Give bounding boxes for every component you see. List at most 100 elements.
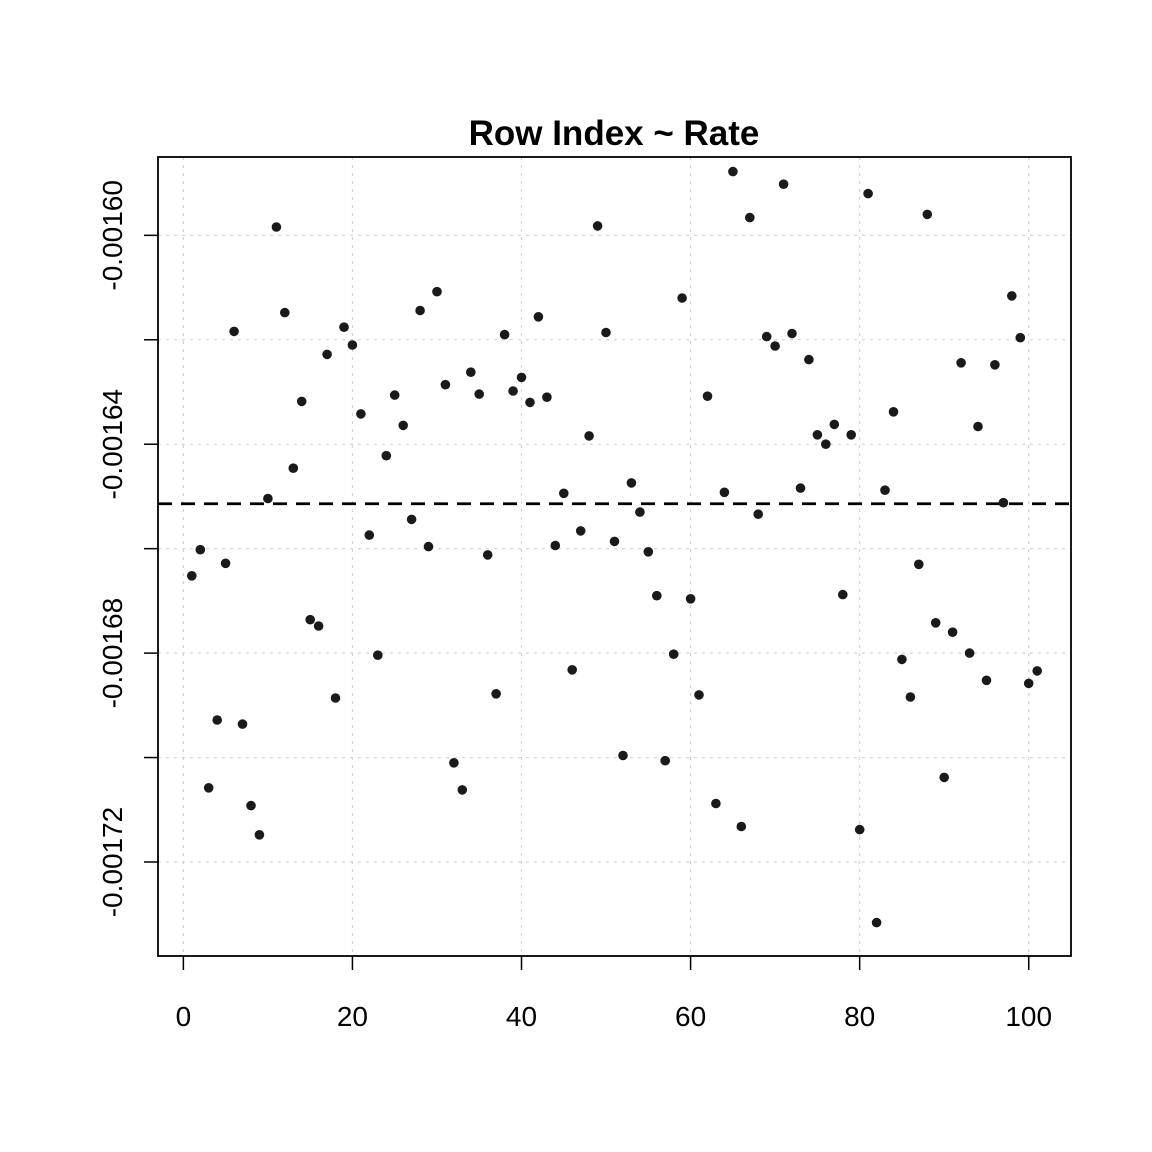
data-point <box>254 830 265 840</box>
x-tick-label: 80 <box>844 1001 875 1032</box>
data-point <box>203 783 214 793</box>
data-point <box>347 340 358 350</box>
data-point <box>897 654 907 665</box>
data-point <box>381 450 392 461</box>
data-point <box>415 305 425 316</box>
data-point <box>635 507 645 517</box>
data-point <box>846 430 856 440</box>
data-point <box>237 719 248 729</box>
data-point <box>533 312 544 322</box>
data-point <box>990 360 1000 370</box>
data-point <box>778 179 789 189</box>
data-point <box>871 917 882 928</box>
data-point <box>187 571 197 581</box>
data-point <box>863 188 873 199</box>
data-point <box>930 618 941 628</box>
data-point <box>761 331 772 342</box>
data-point <box>1023 678 1034 689</box>
data-point <box>643 547 654 557</box>
grid-lines <box>158 157 1071 956</box>
data-point <box>829 419 840 430</box>
data-point <box>313 621 324 631</box>
data-point <box>787 328 797 339</box>
plot-frame <box>157 156 1072 957</box>
data-point <box>373 650 383 660</box>
data-point <box>618 750 628 761</box>
data-point <box>947 627 958 637</box>
data-point <box>499 329 510 340</box>
data-point <box>626 478 637 488</box>
data-point <box>922 209 933 220</box>
data-point <box>482 550 493 560</box>
axes: 0 20 40 60 80 100 -0.00160 -0.00164 -0.00168 -0.0… <box>97 180 1052 1032</box>
data-point <box>559 488 569 499</box>
data-point <box>364 530 375 540</box>
data-point <box>271 222 282 232</box>
data-point <box>880 485 890 496</box>
y-tick-label: -0.00172 <box>97 807 128 918</box>
data-point <box>745 212 755 223</box>
data-point <box>719 487 730 498</box>
data-point <box>804 354 814 365</box>
data-point <box>220 558 231 569</box>
data-point <box>525 397 535 408</box>
data-point <box>575 526 586 536</box>
y-tick-label: -0.00160 <box>97 180 128 291</box>
data-point <box>508 386 518 396</box>
data-point <box>466 367 476 378</box>
y-tick-label: -0.00168 <box>97 598 128 709</box>
data-point <box>195 544 206 555</box>
data-point <box>652 590 662 601</box>
data-point <box>998 497 1009 508</box>
data-point <box>956 358 966 368</box>
data-point <box>728 166 738 177</box>
data-point <box>736 821 747 832</box>
data-point <box>330 693 341 703</box>
x-tick-label: 20 <box>337 1001 368 1032</box>
data-point <box>516 372 527 383</box>
data-point <box>668 649 679 659</box>
data-point <box>981 675 992 686</box>
data-point <box>584 431 594 441</box>
data-point <box>440 379 451 390</box>
data-point <box>229 326 239 337</box>
data-point <box>973 421 983 432</box>
data-point <box>305 614 316 625</box>
data-point <box>964 648 975 658</box>
data-point <box>389 390 400 400</box>
data-point <box>677 293 687 303</box>
data-point <box>474 389 485 399</box>
x-tick-label: 0 <box>176 1001 192 1032</box>
data-point <box>288 463 299 474</box>
data-point <box>550 540 561 551</box>
data-point <box>914 559 924 570</box>
data-point <box>685 594 696 604</box>
chart-title: Row Index ~ Rate <box>469 114 760 153</box>
data-point <box>567 665 577 675</box>
data-point <box>423 541 434 552</box>
data-point <box>1015 332 1026 343</box>
data-point <box>660 755 670 766</box>
data-point <box>339 322 349 333</box>
data-point <box>601 327 611 338</box>
data-point <box>812 430 823 440</box>
data-point <box>1007 291 1017 301</box>
data-point <box>795 483 806 493</box>
data-point <box>457 785 468 795</box>
data-point <box>711 798 721 809</box>
x-tick-label: 60 <box>675 1001 706 1032</box>
data-point <box>263 493 273 504</box>
data-point <box>1032 666 1042 676</box>
data-point <box>592 221 603 231</box>
data-point <box>888 407 899 417</box>
data-point <box>406 514 417 525</box>
data-point <box>694 690 704 700</box>
data-point <box>296 396 307 407</box>
x-tick-label: 100 <box>1005 1001 1052 1032</box>
data-point <box>905 692 916 702</box>
data-point <box>322 349 332 360</box>
data-point <box>770 341 780 351</box>
data-point <box>753 509 763 519</box>
data-point <box>356 409 366 419</box>
